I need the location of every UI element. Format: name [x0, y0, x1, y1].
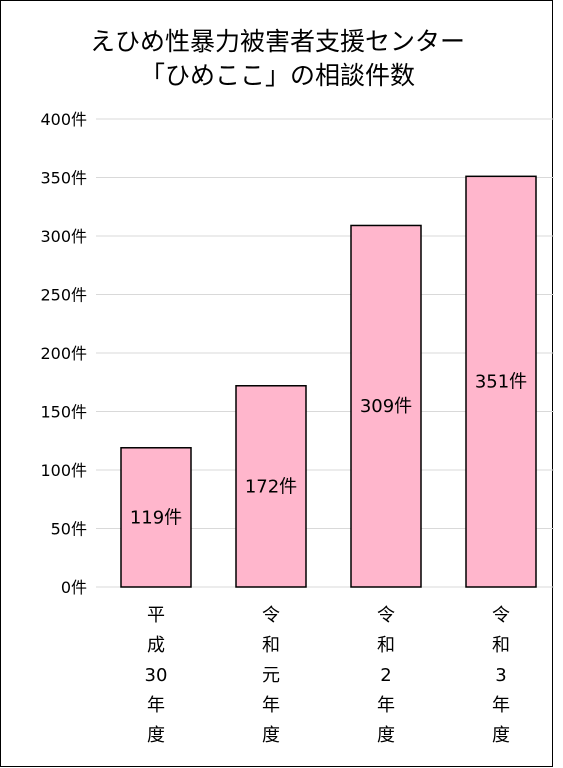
bar: [235, 385, 307, 588]
x-tick-label: 度: [262, 725, 280, 746]
x-tick-label: 2: [380, 665, 391, 686]
y-tick-label: 350件: [40, 169, 87, 188]
chart-title-line-2: 「ひめここ」の相談件数: [139, 61, 415, 90]
y-tick-label: 100件: [40, 461, 87, 480]
y-tick-label: 200件: [40, 344, 87, 363]
x-tick-label: 度: [377, 725, 395, 746]
x-tick-label: 度: [147, 725, 165, 746]
x-tick-label: 令: [262, 605, 280, 626]
chart-title-line-1: えひめ性暴力被害者支援センター: [89, 27, 465, 56]
x-tick-label: 和: [492, 635, 510, 656]
y-tick-label: 400件: [40, 110, 87, 129]
x-tick-label: 年: [262, 695, 280, 716]
data-label: 119件: [130, 507, 182, 528]
x-tick-label: 令: [377, 605, 395, 626]
data-label: 309件: [360, 396, 412, 417]
bar: [465, 175, 537, 588]
x-tick-label: 元: [262, 665, 280, 686]
y-tick-label: 50件: [51, 520, 87, 539]
x-tick-label: 30: [145, 665, 168, 686]
x-tick-label: 和: [262, 635, 280, 656]
bar: [350, 224, 422, 588]
x-tick-label: 和: [377, 635, 395, 656]
x-tick-label: 成: [147, 635, 165, 656]
x-tick-label: 年: [147, 695, 165, 716]
y-tick-label: 150件: [40, 403, 87, 422]
x-tick-label: 令: [492, 605, 510, 626]
data-label: 351件: [475, 372, 527, 393]
y-tick-label: 300件: [40, 227, 87, 246]
data-label: 172件: [245, 476, 297, 497]
x-tick-label: 平: [147, 605, 165, 626]
x-tick-label: 年: [377, 695, 395, 716]
x-tick-label: 度: [492, 725, 510, 746]
y-tick-label: 0件: [61, 578, 87, 597]
x-tick-label: 年: [492, 695, 510, 716]
y-tick-label: 250件: [40, 286, 87, 305]
x-tick-label: 3: [495, 665, 506, 686]
bar: [120, 447, 192, 588]
